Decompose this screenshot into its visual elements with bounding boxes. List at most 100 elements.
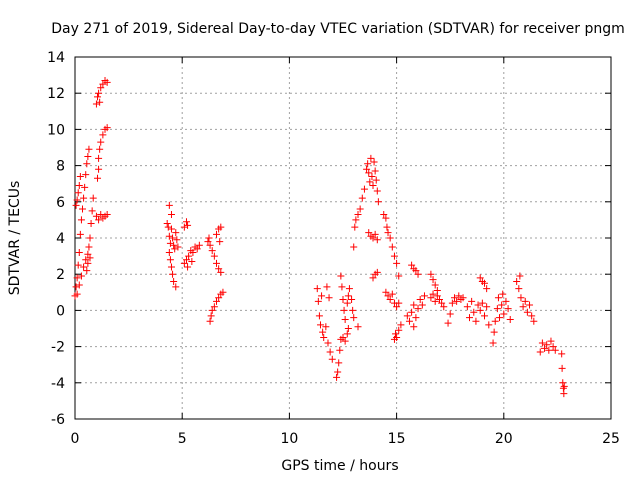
data-point (349, 306, 357, 314)
y-tick-label: 4 (56, 231, 65, 247)
data-point (474, 301, 482, 309)
data-point (414, 305, 422, 313)
data-point (95, 216, 103, 224)
data-point (164, 223, 172, 231)
y-tick-label: 0 (56, 303, 65, 319)
data-point (174, 243, 182, 251)
data-point (343, 299, 351, 307)
data-point (528, 312, 536, 320)
data-point (416, 296, 424, 304)
data-point (395, 299, 403, 307)
data-point (345, 285, 353, 293)
data-point (367, 154, 375, 162)
data-point (354, 210, 362, 218)
data-point (453, 297, 461, 305)
data-point (170, 277, 178, 285)
data-point (483, 285, 491, 293)
data-point (103, 78, 111, 86)
data-point (184, 221, 192, 229)
data-point (323, 283, 331, 291)
data-point (352, 216, 360, 224)
data-point (463, 303, 471, 311)
data-point (354, 323, 362, 331)
data-point (427, 294, 435, 302)
chart-ticks: 0 5 10 15 20 25 -6 -4 -2 0 2 4 6 8 10 12 14 (47, 50, 620, 447)
data-point (382, 214, 390, 222)
data-point (314, 297, 322, 305)
data-point (326, 348, 334, 356)
data-point (500, 310, 508, 318)
data-point (210, 303, 218, 311)
data-point (504, 305, 512, 313)
data-point (429, 276, 437, 284)
data-point (74, 189, 82, 197)
data-point (372, 176, 380, 184)
data-point (468, 297, 476, 305)
data-point (493, 305, 501, 313)
data-point (86, 234, 94, 242)
data-point (195, 241, 203, 249)
data-point (386, 234, 394, 242)
data-point (165, 201, 173, 209)
data-point (316, 321, 324, 329)
data-point (476, 274, 484, 282)
data-point (213, 230, 221, 238)
data-point (350, 243, 358, 251)
data-point (213, 297, 221, 305)
data-point (547, 337, 555, 345)
data-point (373, 268, 381, 276)
data-point (99, 80, 107, 88)
data-point (369, 182, 377, 190)
data-point (380, 210, 388, 218)
data-point (182, 256, 190, 264)
y-tick-label: 14 (47, 50, 65, 66)
data-point (418, 301, 426, 309)
data-point (476, 306, 484, 314)
data-point (412, 267, 420, 275)
data-point (336, 346, 344, 354)
x-tick-label: 25 (602, 431, 620, 447)
data-point (384, 229, 392, 237)
data-point (478, 299, 486, 307)
data-point (390, 252, 398, 260)
data-point (560, 382, 568, 390)
data-point (215, 265, 223, 273)
data-point (80, 194, 88, 202)
data-point (165, 248, 173, 256)
data-point (337, 272, 345, 280)
chart-title: Day 271 of 2019, Sidereal Day-to-day VTE… (51, 21, 625, 37)
data-point (204, 238, 212, 246)
data-point (348, 296, 356, 304)
data-point (166, 256, 174, 264)
data-point (558, 350, 566, 358)
data-point (172, 229, 180, 237)
data-point (470, 308, 478, 316)
data-point (85, 243, 93, 251)
data-point (205, 234, 213, 242)
data-point (169, 234, 177, 242)
data-point (344, 292, 352, 300)
data-point (517, 294, 525, 302)
plot-frame (74, 56, 612, 420)
data-point (208, 306, 216, 314)
data-point (490, 328, 498, 336)
data-point (84, 250, 92, 258)
data-point (558, 364, 566, 372)
data-point (541, 344, 549, 352)
data-point (208, 247, 216, 255)
data-point (77, 272, 85, 280)
data-point (72, 201, 80, 209)
data-point (94, 93, 102, 101)
data-point (459, 294, 467, 302)
data-point (412, 314, 420, 322)
data-point (491, 317, 499, 325)
data-point (420, 292, 428, 300)
data-point (429, 290, 437, 298)
data-point (365, 169, 373, 177)
y-tick-label: 10 (47, 122, 65, 138)
data-point (325, 294, 333, 302)
data-point (83, 267, 91, 275)
data-point (465, 314, 473, 322)
data-point (494, 294, 502, 302)
